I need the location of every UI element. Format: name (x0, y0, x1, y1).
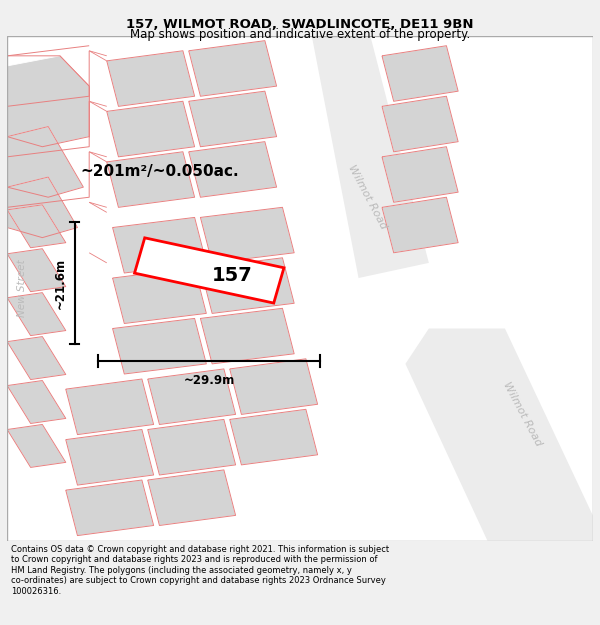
Polygon shape (134, 238, 284, 303)
Text: 157: 157 (212, 266, 253, 285)
Text: New Street: New Street (17, 259, 27, 317)
Polygon shape (406, 329, 593, 541)
Text: Map shows position and indicative extent of the property.: Map shows position and indicative extent… (130, 28, 470, 41)
Text: Wilmot Road: Wilmot Road (502, 381, 544, 448)
Polygon shape (382, 96, 458, 152)
Polygon shape (382, 198, 458, 252)
Polygon shape (7, 126, 83, 198)
Polygon shape (66, 379, 154, 434)
Polygon shape (7, 177, 77, 238)
Polygon shape (7, 337, 66, 379)
Polygon shape (7, 424, 66, 468)
Polygon shape (148, 419, 236, 475)
Polygon shape (7, 292, 66, 336)
Text: ~29.9m: ~29.9m (184, 374, 235, 387)
Polygon shape (230, 359, 317, 414)
Polygon shape (7, 381, 66, 424)
Polygon shape (7, 249, 66, 292)
Text: ~21.6m: ~21.6m (53, 258, 67, 309)
Polygon shape (312, 36, 429, 278)
Polygon shape (148, 470, 236, 526)
Polygon shape (189, 41, 277, 96)
Text: ~201m²/~0.050ac.: ~201m²/~0.050ac. (80, 164, 239, 179)
Polygon shape (200, 208, 294, 263)
Text: 157, WILMOT ROAD, SWADLINCOTE, DE11 9BN: 157, WILMOT ROAD, SWADLINCOTE, DE11 9BN (126, 18, 474, 31)
Polygon shape (7, 56, 89, 147)
Polygon shape (230, 409, 317, 465)
Polygon shape (66, 480, 154, 536)
Polygon shape (189, 91, 277, 147)
Polygon shape (382, 147, 458, 202)
Polygon shape (113, 318, 206, 374)
Text: Wilmot Road: Wilmot Road (346, 163, 388, 231)
Polygon shape (189, 142, 277, 198)
Polygon shape (113, 217, 206, 273)
Polygon shape (107, 152, 194, 208)
Polygon shape (107, 51, 194, 106)
Polygon shape (113, 268, 206, 324)
Polygon shape (382, 46, 458, 101)
Polygon shape (66, 429, 154, 485)
Text: Contains OS data © Crown copyright and database right 2021. This information is : Contains OS data © Crown copyright and d… (11, 545, 389, 596)
Polygon shape (7, 205, 66, 248)
Polygon shape (200, 258, 294, 313)
Polygon shape (200, 308, 294, 364)
Polygon shape (107, 101, 194, 157)
Polygon shape (148, 369, 236, 424)
